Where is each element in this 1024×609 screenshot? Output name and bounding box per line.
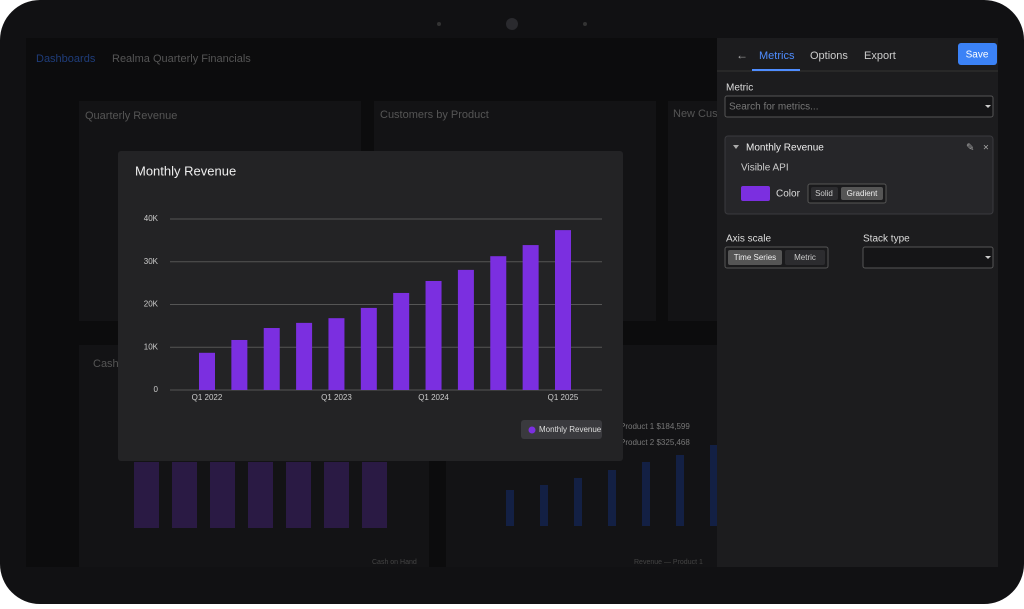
segment[interactable] bbox=[785, 250, 825, 265]
legend-text: Product 2 $325,468 bbox=[620, 438, 690, 447]
segment-label: Metric bbox=[794, 253, 816, 262]
color-swatch[interactable] bbox=[741, 186, 770, 201]
segment-label: Time Series bbox=[734, 253, 776, 262]
bar bbox=[328, 318, 345, 390]
segment[interactable] bbox=[728, 250, 782, 265]
legend-text: Revenue — Product 1 bbox=[634, 559, 703, 566]
bar bbox=[425, 280, 442, 390]
tab[interactable]: Options bbox=[810, 50, 848, 62]
camera bbox=[506, 18, 518, 30]
card bbox=[668, 101, 718, 321]
bar bbox=[296, 322, 313, 390]
placeholder: Search for metrics... bbox=[729, 102, 818, 113]
stack-select[interactable] bbox=[862, 246, 994, 269]
collapse-icon[interactable] bbox=[733, 145, 739, 149]
card-title: Customers by Product bbox=[380, 109, 489, 121]
bar bbox=[457, 269, 474, 390]
segment[interactable] bbox=[811, 187, 838, 200]
card-title: Cash bbox=[93, 358, 119, 370]
bar bbox=[360, 307, 377, 390]
close-icon[interactable]: × bbox=[983, 143, 989, 154]
plot: 0 10K 20K 30K 40K Q1 2022 Q1 2023 Q1 2024 Q1 202… bbox=[144, 214, 602, 402]
segment-label: Gradient bbox=[847, 189, 878, 198]
y-tick-label: 10K bbox=[144, 342, 159, 351]
metric-card bbox=[724, 135, 994, 215]
metric-search[interactable] bbox=[724, 95, 994, 118]
bar bbox=[490, 256, 507, 390]
field-label: Color bbox=[776, 189, 801, 200]
bar bbox=[231, 339, 248, 390]
dropdown-arrow bbox=[985, 256, 991, 259]
side-panel bbox=[717, 38, 998, 567]
tab[interactable]: Export bbox=[864, 50, 896, 62]
metric-title: Monthly Revenue bbox=[746, 143, 824, 154]
card-title: Quarterly Revenue bbox=[85, 110, 177, 122]
edit-icon[interactable]: ✎ bbox=[966, 143, 974, 154]
legend-label: Monthly Revenue bbox=[539, 425, 602, 434]
chart-modal bbox=[118, 151, 623, 461]
bar bbox=[555, 230, 571, 390]
field-label: Stack type bbox=[863, 234, 910, 245]
x-tick-label: Q1 2025 bbox=[548, 393, 579, 402]
y-tick-label: 0 bbox=[154, 385, 159, 394]
field-label: Metric bbox=[726, 83, 753, 94]
y-tick-label: 30K bbox=[144, 257, 159, 266]
x-tick-label: Q1 2022 bbox=[192, 393, 223, 402]
breadcrumb: Realma Quarterly Financials bbox=[112, 53, 251, 65]
legend[interactable] bbox=[521, 420, 602, 439]
y-tick-label: 40K bbox=[144, 214, 159, 223]
legend-text: Cash on Hand bbox=[372, 559, 417, 566]
dropdown-arrow bbox=[985, 105, 991, 108]
segment[interactable] bbox=[841, 187, 883, 200]
tab[interactable]: Metrics bbox=[759, 50, 795, 62]
save-label: Save bbox=[966, 50, 989, 61]
bar bbox=[522, 245, 539, 390]
bar bbox=[199, 352, 215, 390]
bar bbox=[393, 292, 410, 390]
card-title: New Cus bbox=[673, 108, 718, 120]
breadcrumb[interactable]: Dashboards bbox=[36, 53, 96, 65]
metric-subtitle: Visible API bbox=[741, 163, 789, 174]
x-tick-label: Q1 2024 bbox=[418, 393, 449, 402]
save-button[interactable] bbox=[958, 43, 997, 65]
chart-title: Monthly Revenue bbox=[135, 163, 236, 178]
bg-stacked bbox=[506, 445, 718, 526]
bar bbox=[263, 328, 280, 390]
segment-label: Solid bbox=[815, 189, 833, 198]
field-label: Axis scale bbox=[726, 234, 771, 245]
legend-swatch bbox=[528, 426, 536, 434]
sensor bbox=[583, 22, 587, 26]
back-button[interactable]: ← bbox=[736, 48, 748, 62]
x-tick-label: Q1 2023 bbox=[321, 393, 352, 402]
y-tick-label: 20K bbox=[144, 300, 159, 309]
sensor bbox=[437, 22, 441, 26]
bg-bars bbox=[134, 462, 387, 528]
legend-text: Product 1 $184,599 bbox=[620, 422, 690, 431]
